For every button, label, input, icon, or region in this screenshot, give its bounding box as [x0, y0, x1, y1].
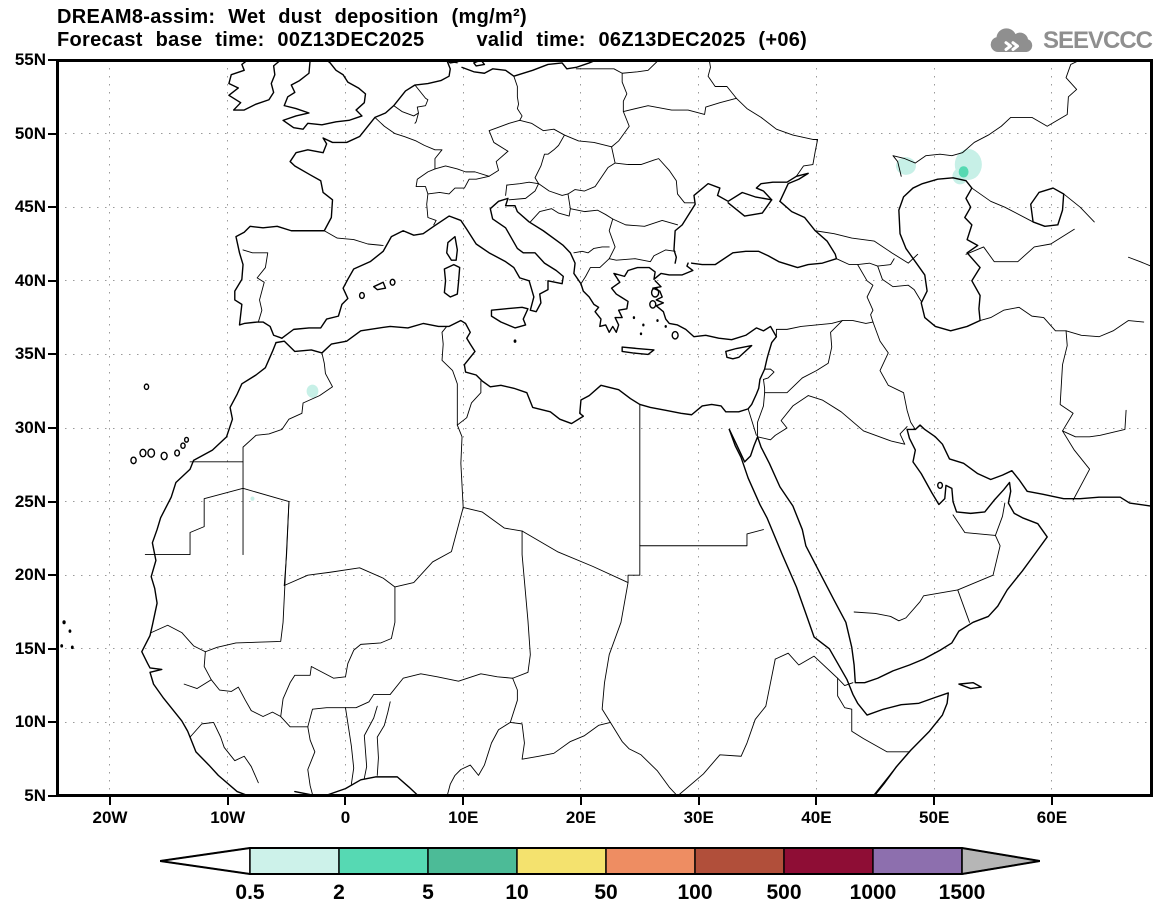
lat-tick-label: 45N: [14, 197, 46, 217]
colorbar-value: 5: [422, 881, 434, 904]
lon-tick-label: 60E: [1036, 808, 1068, 827]
colorbar-value: 10: [505, 881, 528, 904]
gridline-lat: [57, 648, 1152, 650]
lon-tick-label: 40E: [801, 808, 832, 827]
lon-tick: [344, 797, 347, 805]
lat-tick: [48, 427, 56, 429]
forecast-times: Forecast base time: 00Z13DEC2025 valid t…: [57, 29, 807, 52]
gridline-lon: [580, 60, 582, 796]
lat-tick-label: 30N: [14, 418, 46, 437]
lon-tick: [1050, 797, 1053, 805]
patch-sahara-dot: [250, 496, 255, 501]
colorbar-segment: [338, 847, 429, 875]
lat-tick: [48, 500, 56, 503]
lon-tick-label: 0: [340, 808, 351, 827]
colorbar-segment: [872, 847, 963, 875]
lon-tick: [108, 797, 111, 805]
gridline-lat: [57, 501, 1152, 503]
lat-tick: [48, 647, 56, 650]
patch-morocco: [306, 384, 319, 398]
seevccc-logo: SEEVCCC: [986, 25, 1153, 57]
lat-tick-label: 20N: [14, 565, 46, 585]
gridline-lat: [57, 206, 1152, 208]
gridline-lon: [344, 60, 346, 796]
lat-tick: [48, 279, 56, 282]
colorbar-segment: [427, 847, 518, 875]
colorbar-value: 50: [594, 881, 617, 904]
colorbar-value: 100: [677, 881, 712, 904]
gridline-lat: [57, 353, 1152, 355]
lat-tick-label: 35N: [14, 344, 46, 364]
colorbar-value: 1000: [850, 881, 897, 904]
colorbar-value: 1500: [939, 881, 986, 904]
colorbar-segment: [783, 847, 874, 875]
gridline-lat: [57, 574, 1152, 576]
colorbar-arrow-left: [160, 847, 251, 875]
colorbar-segment: [605, 847, 696, 875]
gridline-lon: [227, 60, 229, 796]
lon-tick: [462, 797, 465, 805]
lat-tick-label: 5N: [24, 786, 46, 805]
lon-tick: [815, 797, 818, 805]
valid-time: valid time: 06Z13DEC2025 (+06): [476, 29, 808, 51]
gridline-lat: [57, 280, 1152, 282]
lon-tick-label: 20W: [92, 808, 128, 827]
lat-tick: [48, 206, 56, 209]
deposition-colorbar: 0.5 2 5 10 50 100 500 1000 1500: [160, 847, 1040, 904]
gridline-lon: [933, 60, 935, 796]
lat-tick: [48, 59, 56, 61]
logo-text: SEEVCCC: [1042, 27, 1153, 54]
gridline-lat: [57, 427, 1152, 429]
lon-tick: [933, 797, 936, 805]
patch-north-caspian-core: [958, 166, 969, 178]
cloud-arrows-icon: [990, 28, 1033, 52]
colorbar-arrow-right: [961, 847, 1040, 875]
forecast-base-time: Forecast base time: 00Z13DEC2025: [57, 29, 425, 51]
lat-tick-label: 10N: [14, 712, 46, 732]
lon-tick-label: 10E: [448, 808, 479, 827]
lat-tick-label: 40N: [14, 270, 46, 290]
map-canvas: [60, 60, 1152, 796]
lon-tick-label: 20E: [565, 808, 597, 827]
gridline-lon: [815, 60, 817, 796]
lat-tick-label: 55N: [14, 50, 46, 69]
colorbar-value: 2: [333, 881, 345, 904]
colorbar-value: 0.5: [235, 881, 265, 904]
gridline-lon: [109, 60, 111, 796]
lat-tick: [48, 353, 56, 356]
colorbar-segment: [694, 847, 785, 875]
colorbar-value: 500: [766, 881, 801, 904]
lon-tick: [697, 797, 700, 805]
gridline-lon: [698, 60, 700, 796]
lat-tick: [48, 721, 56, 724]
gridline-lon: [462, 60, 464, 796]
lat-tick: [48, 132, 56, 135]
lat-tick-label: 50N: [14, 123, 46, 143]
country-borders: [145, 60, 1151, 796]
lon-tick-label: 30E: [683, 808, 714, 827]
dust-deposition-patches: [250, 149, 982, 501]
colorbar-segment: [249, 847, 340, 875]
colorbar-segment: [516, 847, 607, 875]
page-title: DREAM8-assim: Wet dust deposition (mg/m²…: [57, 6, 527, 28]
lat-tick-label: 25N: [14, 491, 46, 511]
lon-tick-label: 50E: [919, 808, 950, 827]
lat-tick-label: 15N: [14, 638, 46, 658]
lon-tick: [579, 797, 582, 805]
gridline-lon: [1051, 60, 1053, 796]
map-plot-area: 55N 50N 45N 40N 35N 30N 25N 20N 15N 10N 5N 20W 10W 0 1…: [15, 50, 1153, 827]
gridline-lat: [57, 721, 1152, 723]
lon-tick: [226, 797, 229, 805]
lat-tick: [48, 574, 56, 577]
coastlines: [60, 60, 1151, 796]
gridline-lat: [57, 133, 1152, 135]
lon-tick-label: 10W: [210, 808, 246, 827]
lat-tick: [48, 795, 56, 797]
